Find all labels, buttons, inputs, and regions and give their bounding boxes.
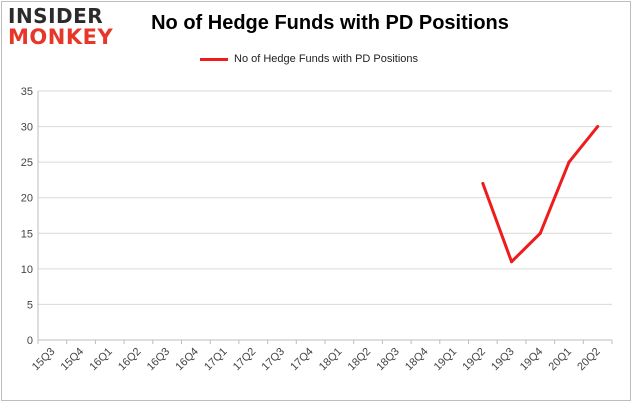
logo-line-1: INSIDER bbox=[8, 4, 104, 28]
x-tick-label: 16Q4 bbox=[173, 346, 201, 374]
y-tick-label: 35 bbox=[21, 86, 33, 98]
data-point bbox=[538, 231, 542, 235]
x-tick-label: 19Q2 bbox=[460, 346, 488, 374]
x-tick-label: 15Q4 bbox=[59, 346, 87, 374]
data-point bbox=[510, 260, 514, 264]
x-tick-label: 15Q3 bbox=[30, 346, 58, 374]
x-tick-label: 17Q2 bbox=[231, 346, 259, 374]
x-tick-label: 18Q4 bbox=[403, 346, 431, 374]
y-tick-label: 25 bbox=[21, 157, 33, 169]
y-tick-label: 10 bbox=[21, 264, 33, 276]
y-tick-label: 0 bbox=[27, 335, 33, 347]
x-tick-label: 16Q3 bbox=[145, 346, 173, 374]
data-point bbox=[481, 181, 485, 185]
x-tick-label: 18Q1 bbox=[317, 346, 345, 374]
x-tick-label: 18Q3 bbox=[374, 346, 402, 374]
y-tick-label: 5 bbox=[27, 299, 33, 311]
data-point bbox=[567, 160, 571, 164]
x-tick-label: 17Q1 bbox=[202, 346, 230, 374]
x-tick-label: 16Q1 bbox=[87, 346, 115, 374]
legend-label: No of Hedge Funds with PD Positions bbox=[234, 53, 419, 65]
x-tick-label: 20Q1 bbox=[547, 346, 575, 374]
x-tick-label: 20Q2 bbox=[575, 346, 603, 374]
x-tick-label: 16Q2 bbox=[116, 346, 144, 374]
x-tick-label: 19Q1 bbox=[432, 346, 460, 374]
chart-legend: No of Hedge Funds with PD Positions bbox=[200, 53, 418, 65]
x-tick-label: 19Q4 bbox=[518, 346, 546, 374]
x-tick-label: 17Q3 bbox=[260, 346, 288, 374]
y-tick-label: 30 bbox=[21, 122, 33, 134]
x-tick-label: 19Q3 bbox=[489, 346, 517, 374]
insider-monkey-logo: INSIDER MONKEY bbox=[8, 6, 113, 48]
x-tick-label: 18Q2 bbox=[346, 346, 374, 374]
data-point bbox=[596, 125, 600, 129]
chart-title: No of Hedge Funds with PD Positions bbox=[151, 12, 509, 34]
logo-line-2: MONKEY bbox=[8, 25, 114, 49]
y-tick-label: 15 bbox=[21, 228, 33, 240]
y-tick-label: 20 bbox=[21, 193, 33, 205]
legend-swatch bbox=[200, 57, 228, 61]
series-line bbox=[481, 125, 600, 264]
x-tick-label: 17Q4 bbox=[288, 346, 316, 374]
